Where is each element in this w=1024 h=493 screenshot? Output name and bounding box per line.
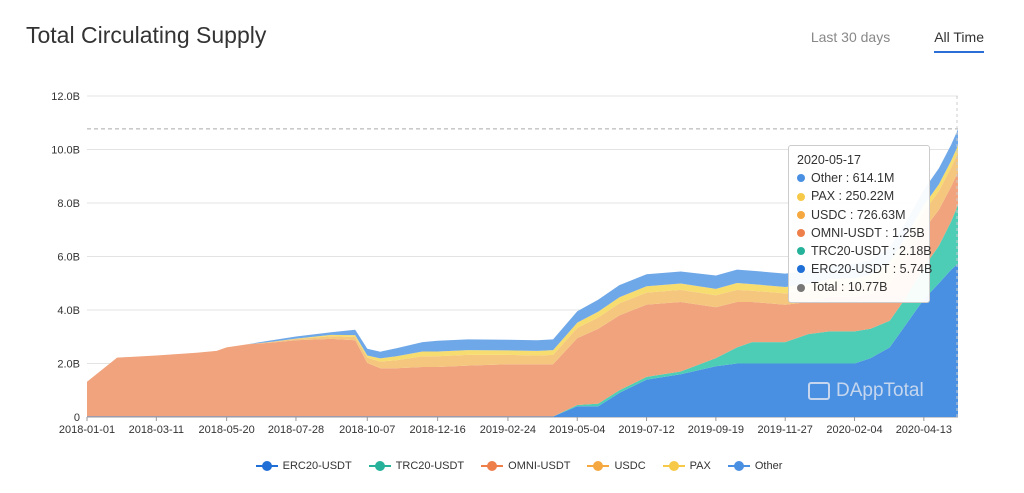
- x-tick-label: 2019-09-19: [688, 424, 744, 436]
- y-tick-label: 2.0B: [57, 359, 80, 371]
- legend-item-omni-usdt[interactable]: OMNI-USDT: [481, 460, 570, 472]
- tooltip-row-pax: PAX : 250.22M: [797, 187, 921, 205]
- tooltip-dot-icon: [797, 228, 805, 237]
- legend-label: ERC20-USDT: [282, 460, 352, 472]
- y-tick-label: 8.0B: [57, 198, 80, 210]
- legend-label: Other: [754, 460, 783, 472]
- hover-tooltip: 2020-05-17 Other : 614.1M PAX : 250.22M …: [788, 145, 932, 303]
- y-tick-label: 10.0B: [51, 145, 80, 157]
- area-series-omni-usdt: [87, 171, 958, 417]
- x-tick-label: 2018-03-11: [129, 424, 184, 436]
- x-tick-label: 2020-02-04: [826, 424, 882, 436]
- tooltip-row-erc20-usdt: ERC20-USDT : 5.74B: [797, 260, 932, 278]
- tooltip-dot-icon: [797, 192, 805, 201]
- tooltip-row-omni-usdt: OMNI-USDT : 1.25B: [797, 224, 925, 242]
- tooltip-dot-icon: [797, 265, 805, 274]
- x-tick-label: 2018-01-01: [59, 424, 115, 436]
- tooltip-label: TRC20-USDT : 2.18B: [811, 244, 932, 259]
- tooltip-label: OMNI-USDT : 1.25B: [811, 225, 925, 240]
- x-tick-label: 2019-05-04: [549, 424, 605, 436]
- page-title: Total Circulating Supply: [26, 22, 267, 48]
- legend-item-other[interactable]: Other: [727, 460, 783, 472]
- tooltip-label: Other : 614.1M: [811, 171, 895, 186]
- tooltip-row-usdc: USDC : 726.63M: [797, 206, 921, 224]
- tab-last-30-days[interactable]: Last 30 days: [810, 29, 891, 45]
- legend-item-trc20-usdt[interactable]: TRC20-USDT: [368, 460, 465, 472]
- x-tick-label: 2018-07-28: [268, 424, 324, 436]
- watermark: DAppTotal: [808, 380, 924, 402]
- legend-marker-icon: [727, 461, 750, 471]
- tooltip-dot-icon: [797, 174, 805, 183]
- legend-marker-icon: [662, 461, 685, 471]
- tooltip-dot-icon: [797, 283, 805, 292]
- tooltip-dot-icon: [797, 247, 805, 256]
- chart-legend: ERC20-USDT TRC20-USDT OMNI-USDT USDC PAX…: [0, 460, 1024, 472]
- watermark-text: DAppTotal: [836, 380, 924, 401]
- x-tick-label: 2018-12-16: [409, 424, 465, 436]
- x-tick-label: 2019-11-27: [757, 424, 812, 436]
- dapptotal-logo-icon: [808, 382, 830, 400]
- tooltip-row-total: Total : 10.77B: [797, 278, 921, 296]
- legend-label: OMNI-USDT: [508, 460, 571, 472]
- area-series-erc20-usdt: [87, 263, 958, 417]
- x-tick-label: 2018-10-07: [339, 424, 395, 436]
- legend-marker-icon: [481, 461, 504, 471]
- tooltip-dot-icon: [797, 210, 805, 219]
- legend-item-usdc[interactable]: USDC: [587, 460, 646, 472]
- range-tabs: Last 30 days All Time: [811, 29, 984, 53]
- legend-marker-icon: [587, 461, 610, 471]
- y-tick-label: 4.0B: [57, 305, 80, 317]
- legend-item-pax[interactable]: PAX: [662, 460, 711, 472]
- tab-all-time[interactable]: All Time: [934, 29, 984, 53]
- tooltip-label: ERC20-USDT : 5.74B: [811, 262, 933, 277]
- legend-marker-icon: [255, 461, 278, 471]
- legend-label: TRC20-USDT: [395, 460, 465, 472]
- tooltip-row-other: Other : 614.1M: [797, 169, 921, 187]
- legend-label: PAX: [689, 460, 711, 472]
- tooltip-label: USDC : 726.63M: [811, 207, 906, 222]
- legend-item-erc20-usdt[interactable]: ERC20-USDT: [255, 460, 352, 472]
- x-tick-label: 2019-02-24: [480, 424, 536, 436]
- legend-marker-icon: [368, 461, 391, 471]
- tooltip-label: Total : 10.77B: [811, 280, 888, 295]
- legend-label: USDC: [614, 460, 646, 472]
- x-tick-label: 2020-04-13: [896, 424, 952, 436]
- y-tick-label: 12.0B: [51, 91, 80, 103]
- tooltip-label: PAX : 250.22M: [811, 189, 895, 204]
- tooltip-row-trc20-usdt: TRC20-USDT : 2.18B: [797, 242, 932, 260]
- y-tick-label: 6.0B: [57, 252, 80, 264]
- x-tick-label: 2019-07-12: [618, 424, 674, 436]
- x-tick-label: 2018-05-20: [199, 424, 255, 436]
- tooltip-date: 2020-05-17: [797, 153, 861, 167]
- y-tick-label: 0: [74, 412, 80, 424]
